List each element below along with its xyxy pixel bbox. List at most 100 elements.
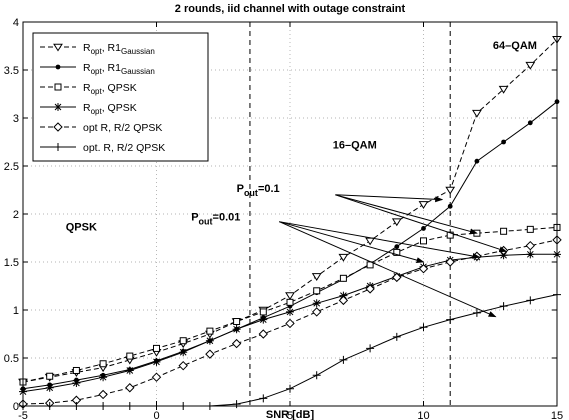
data-point — [474, 158, 480, 164]
annotation-arrow — [279, 221, 481, 259]
legend-marker — [54, 83, 62, 91]
data-point — [418, 264, 429, 274]
data-point — [339, 291, 348, 300]
data-point — [259, 394, 268, 403]
legend-entry: opt R, R/2 QPSK — [40, 122, 162, 134]
data-point — [339, 274, 347, 282]
chart-title: 2 rounds, iid channel with outage constr… — [175, 3, 406, 15]
data-point — [447, 203, 453, 209]
data-point — [391, 218, 402, 227]
annotations-group: 64–QAM 16–QAM QPSK Pout=0.1 Pout=0.01 — [66, 40, 537, 233]
data-point — [205, 336, 214, 345]
data-point — [499, 251, 508, 260]
data-point — [232, 325, 241, 334]
data-point — [258, 329, 269, 339]
legend-marker — [54, 103, 62, 111]
data-point — [152, 357, 161, 366]
annotation-arrow — [335, 194, 508, 253]
data-point — [206, 327, 214, 335]
legend-entry: Ropt, R1Gaussian — [40, 42, 155, 56]
data-point — [500, 227, 508, 235]
annotation-label: 64–QAM — [493, 40, 537, 52]
data-point — [446, 231, 454, 239]
y-tick-label: 2 — [13, 209, 19, 221]
legend-entry: Ropt, QPSK — [40, 102, 137, 116]
y-tick-label: 3 — [13, 113, 19, 125]
data-point — [446, 315, 455, 324]
legend-box — [32, 32, 209, 162]
data-point — [339, 355, 348, 364]
data-point — [419, 323, 428, 332]
data-point — [365, 284, 375, 294]
x-tick-label: 15 — [551, 410, 563, 420]
legend-entry: Ropt, QPSK — [40, 82, 137, 96]
series-group — [18, 35, 562, 410]
data-point — [231, 338, 242, 349]
data-point — [151, 372, 162, 382]
data-point — [311, 307, 322, 317]
x-tick-label: 0 — [153, 410, 159, 420]
annotation-label: Pout=0.1 — [237, 183, 280, 198]
y-tick-label: 0 — [13, 401, 19, 413]
data-point — [498, 85, 509, 94]
data-point — [285, 318, 295, 329]
data-point — [312, 299, 321, 308]
data-point — [286, 384, 294, 393]
y-tick-label: 1 — [13, 305, 19, 317]
data-point — [153, 344, 160, 352]
x-tick-label: 10 — [417, 410, 429, 420]
data-point — [311, 273, 322, 281]
annotation-label: Pout=0.01 — [191, 212, 240, 227]
data-point — [259, 308, 267, 316]
data-point — [445, 186, 456, 195]
data-point — [420, 237, 427, 245]
data-point — [394, 244, 400, 250]
y-tick-label: 3.5 — [4, 65, 19, 77]
data-point — [526, 296, 535, 305]
outage-vlines — [249, 22, 451, 406]
legend-entry: Ropt, R1Gaussian — [40, 62, 155, 76]
y-tick-label: 0.5 — [4, 353, 19, 365]
annotation-arrow — [335, 194, 478, 235]
data-point — [338, 253, 349, 262]
series-line — [22, 226, 558, 383]
data-point — [125, 383, 135, 393]
legend-label: opt. R, R/2 QPSK — [83, 142, 165, 154]
data-point — [72, 366, 80, 374]
arrows-group — [279, 194, 508, 318]
x-tick-label: -5 — [18, 410, 28, 420]
legend-marker — [55, 64, 61, 70]
data-point — [126, 352, 134, 360]
data-point — [472, 308, 481, 317]
data-point — [312, 371, 321, 380]
data-point — [313, 287, 321, 295]
data-point — [178, 360, 188, 371]
legend-label: Ropt, QPSK — [83, 102, 137, 116]
legend-marker — [54, 143, 62, 151]
data-point — [233, 318, 241, 326]
data-point — [98, 389, 108, 400]
annotation-label: QPSK — [66, 221, 97, 233]
annotation-label: 16–QAM — [333, 140, 377, 152]
data-point — [526, 250, 535, 259]
data-point — [179, 337, 187, 345]
data-point — [125, 366, 134, 375]
data-point — [46, 372, 54, 380]
data-point — [366, 344, 375, 353]
data-point — [45, 383, 54, 392]
legend: Ropt, R1Gaussian Ropt, R1Gaussian Ropt, QP… — [32, 32, 209, 162]
legend-label: Ropt, R1Gaussian — [83, 42, 155, 56]
data-point — [99, 360, 107, 368]
data-point — [501, 139, 506, 145]
data-point — [232, 400, 241, 409]
legend-label: Ropt, R1Gaussian — [83, 62, 155, 76]
data-point — [179, 348, 188, 357]
legend-label: opt R, R/2 QPSK — [83, 122, 162, 134]
legend-label: Ropt, QPSK — [83, 82, 137, 96]
data-point — [421, 226, 426, 231]
data-point — [392, 272, 402, 283]
data-point — [99, 373, 108, 382]
y-tick-label: 4 — [13, 17, 19, 29]
data-point — [418, 201, 429, 209]
